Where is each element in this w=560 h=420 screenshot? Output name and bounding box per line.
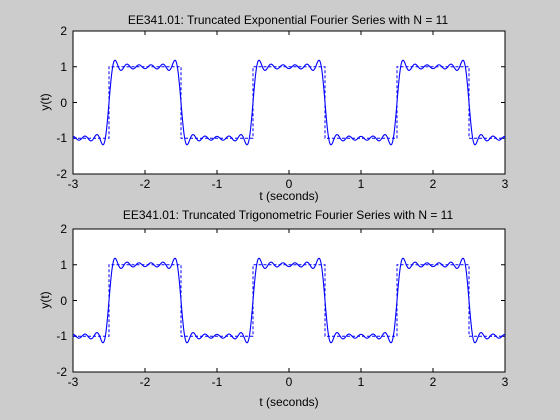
y-tick-label: -2 — [56, 167, 67, 181]
x-tick-labels: -3 -2 -1 0 1 2 3 — [68, 375, 509, 389]
ideal-square-wave-line — [73, 264, 505, 337]
plot-title: EE341.01: Truncated Exponential Fourier … — [128, 13, 449, 27]
x-tick-labels: -3 -2 -1 0 1 2 3 — [68, 177, 509, 191]
x-tick-label: -3 — [68, 375, 79, 389]
x-tick-label: 3 — [502, 177, 509, 191]
x-tick-label: 2 — [430, 375, 437, 389]
x-tick-label: 3 — [502, 375, 509, 389]
y-axis-label: y(t) — [38, 291, 52, 308]
subplot-trigonometric: EE341.01: Truncated Trigonometric Fourie… — [38, 208, 509, 409]
x-tick-label: -1 — [212, 177, 223, 191]
y-tick-label: 1 — [60, 258, 67, 272]
x-tick-label: -1 — [212, 375, 223, 389]
plot-title: EE341.01: Truncated Trigonometric Fourie… — [123, 208, 454, 222]
y-tick-labels: -2 -1 0 1 2 — [56, 222, 67, 379]
y-tick-label: 1 — [60, 60, 67, 74]
fourier-approximation-line — [72, 59, 506, 146]
x-tick-label: 0 — [286, 177, 293, 191]
x-tick-label: 1 — [358, 375, 365, 389]
y-tick-labels: -2 -1 0 1 2 — [56, 24, 67, 181]
x-tick-label: -3 — [68, 177, 79, 191]
y-tick-label: 0 — [60, 294, 67, 308]
x-axis-label: t (seconds) — [259, 395, 318, 409]
fourier-approximation-line — [72, 257, 506, 344]
y-tick-label: 2 — [60, 222, 67, 236]
tick-marks — [72, 30, 506, 175]
y-axis-label: y(t) — [38, 93, 52, 110]
y-tick-label: 2 — [60, 24, 67, 38]
y-tick-label: -1 — [56, 131, 67, 145]
plot-area — [72, 228, 506, 373]
y-tick-label: 0 — [60, 96, 67, 110]
x-axis-label: t (seconds) — [259, 189, 318, 203]
y-tick-label: -2 — [56, 365, 67, 379]
x-tick-label: -2 — [140, 177, 151, 191]
x-tick-label: -2 — [140, 375, 151, 389]
x-tick-label: 0 — [286, 375, 293, 389]
x-tick-label: 2 — [430, 177, 437, 191]
ideal-square-wave-line — [73, 66, 505, 139]
plot-area — [72, 30, 506, 175]
x-tick-label: 1 — [358, 177, 365, 191]
tick-marks — [72, 228, 506, 373]
y-tick-label: -1 — [56, 329, 67, 343]
subplot-exponential: EE341.01: Truncated Exponential Fourier … — [38, 13, 509, 203]
